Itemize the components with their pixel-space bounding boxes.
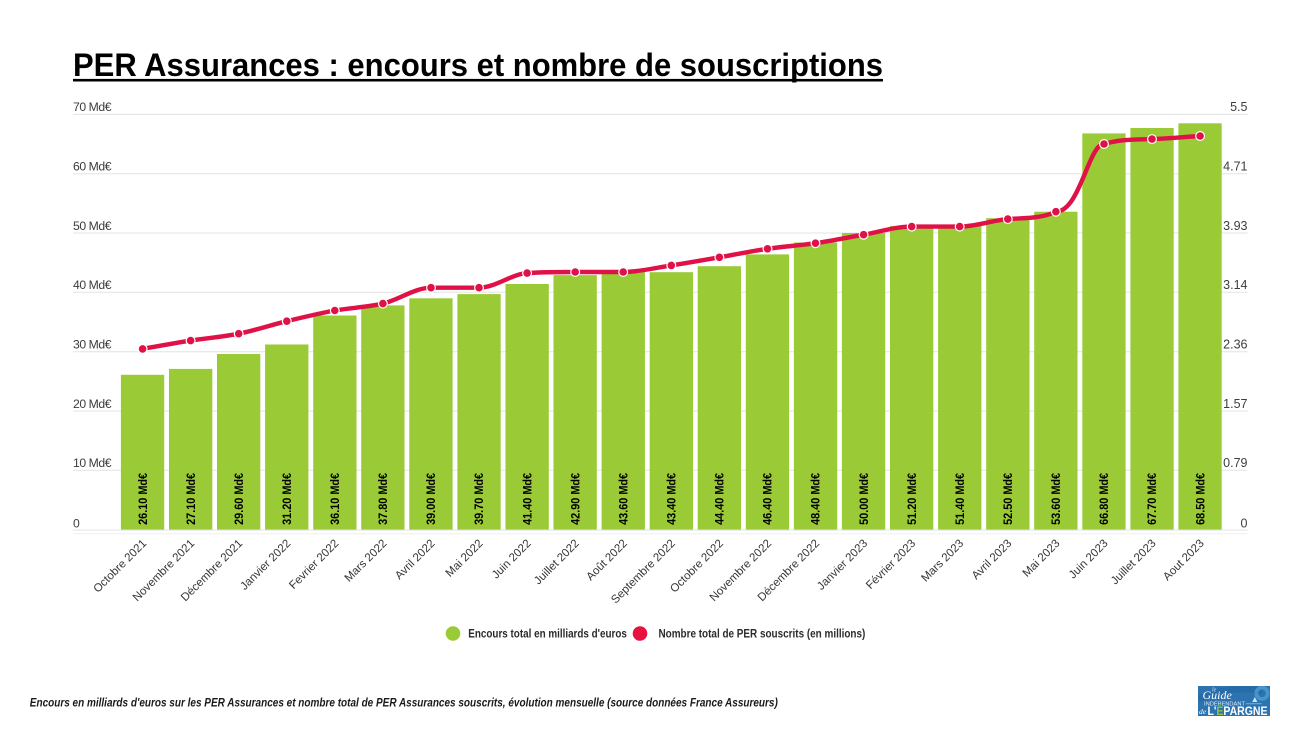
svg-text:le: le [1212, 688, 1217, 694]
svg-text:43.40 Md€: 43.40 Md€ [667, 472, 679, 525]
svg-text:51.20 Md€: 51.20 Md€ [907, 472, 919, 525]
svg-text:66.80 Md€: 66.80 Md€ [1099, 472, 1111, 525]
svg-text:4.71: 4.71 [1223, 160, 1247, 174]
svg-text:26.10 Md€: 26.10 Md€ [138, 472, 150, 525]
svg-text:53.60 Md€: 53.60 Md€ [1051, 472, 1063, 525]
svg-text:20 Md€: 20 Md€ [73, 397, 112, 411]
svg-text:10 Md€: 10 Md€ [73, 456, 112, 470]
svg-text:42.90 Md€: 42.90 Md€ [570, 472, 582, 525]
svg-text:39.70 Md€: 39.70 Md€ [474, 472, 486, 525]
svg-text:de: de [1199, 707, 1207, 716]
svg-text:Guide: Guide [1203, 688, 1233, 702]
svg-text:29.60 Md€: 29.60 Md€ [234, 472, 246, 525]
svg-text:46.40 Md€: 46.40 Md€ [763, 472, 775, 525]
svg-text:0.79: 0.79 [1223, 456, 1247, 470]
svg-text:Encours en milliards d'euros s: Encours en milliards d'euros sur les PER… [30, 695, 778, 709]
svg-text:PER Assurances : encours et no: PER Assurances : encours et nombre de so… [73, 47, 883, 83]
svg-text:30 Md€: 30 Md€ [73, 338, 112, 352]
svg-text:40 Md€: 40 Md€ [73, 278, 112, 292]
svg-text:48.40 Md€: 48.40 Md€ [811, 472, 823, 525]
svg-text:60 Md€: 60 Md€ [73, 160, 112, 174]
svg-text:39.00 Md€: 39.00 Md€ [426, 472, 438, 525]
svg-text:51.40 Md€: 51.40 Md€ [955, 472, 967, 525]
svg-text:36.10 Md€: 36.10 Md€ [330, 472, 342, 525]
svg-text:3.93: 3.93 [1223, 219, 1247, 233]
svg-text:27.10 Md€: 27.10 Md€ [186, 472, 198, 525]
svg-text:2.36: 2.36 [1223, 338, 1247, 352]
svg-text:Encours total en milliards d'e: Encours total en milliards d'euros [468, 627, 627, 641]
svg-text:68.50 Md€: 68.50 Md€ [1195, 472, 1207, 525]
svg-text:50.00 Md€: 50.00 Md€ [859, 472, 871, 525]
svg-text:1.57: 1.57 [1223, 397, 1247, 411]
svg-text:5.5: 5.5 [1230, 100, 1247, 114]
svg-text:INDÉPENDANT: INDÉPENDANT [1204, 701, 1246, 708]
svg-text:31.20 Md€: 31.20 Md€ [282, 472, 294, 525]
svg-text:0: 0 [1241, 516, 1248, 530]
svg-text:41.40 Md€: 41.40 Md€ [522, 472, 534, 525]
svg-text:Nombre total de PER souscrits: Nombre total de PER souscrits (en millio… [659, 627, 866, 641]
svg-text:3.14: 3.14 [1223, 278, 1247, 292]
svg-text:43.60 Md€: 43.60 Md€ [619, 472, 631, 525]
svg-text:50 Md€: 50 Md€ [73, 219, 112, 233]
svg-text:70 Md€: 70 Md€ [73, 100, 112, 114]
svg-text:37.80 Md€: 37.80 Md€ [378, 472, 390, 525]
svg-text:L'ÉPARGNE: L'ÉPARGNE [1208, 705, 1268, 718]
svg-text:0: 0 [73, 516, 80, 530]
svg-text:67.70 Md€: 67.70 Md€ [1147, 472, 1159, 525]
svg-text:44.40 Md€: 44.40 Md€ [715, 472, 727, 525]
svg-text:52.50 Md€: 52.50 Md€ [1003, 472, 1015, 525]
